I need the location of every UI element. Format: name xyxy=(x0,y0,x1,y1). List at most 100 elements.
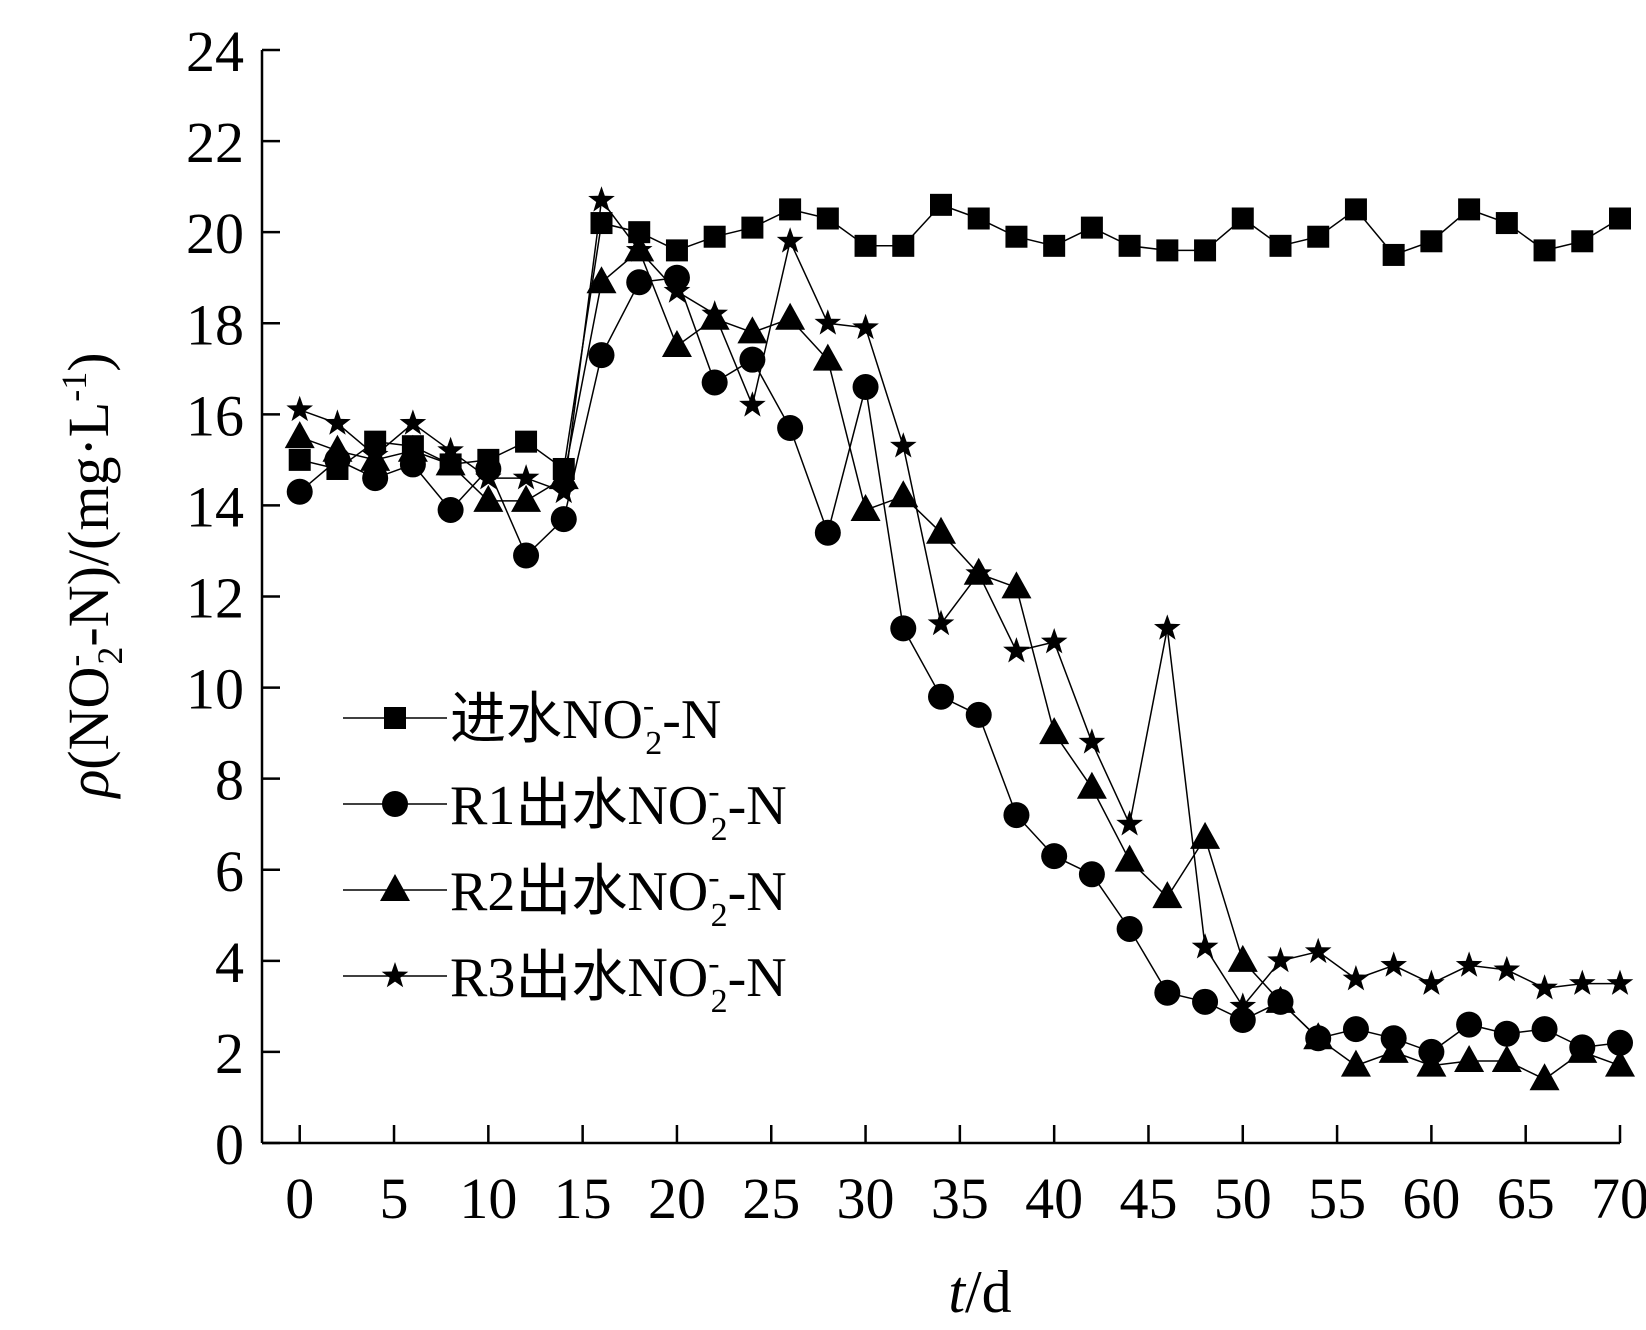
x-tick-label: 40 xyxy=(1025,1166,1083,1231)
data-point-star xyxy=(814,309,842,335)
legend-label-part: - xyxy=(708,859,719,896)
y-tick-label: 6 xyxy=(215,839,244,904)
legend-label-part: -N xyxy=(662,689,721,751)
data-point-triangle xyxy=(812,343,843,371)
data-point-triangle xyxy=(1039,717,1070,745)
data-point-triangle xyxy=(586,266,617,294)
data-point-triangle xyxy=(1567,1035,1598,1063)
data-point-star xyxy=(1078,728,1106,754)
data-point-square xyxy=(1307,225,1330,248)
data-point-star xyxy=(1342,965,1370,991)
data-point-square xyxy=(1458,198,1481,221)
data-point-triangle xyxy=(850,493,881,521)
data-point-star xyxy=(1191,933,1219,959)
data-point-triangle xyxy=(1076,771,1107,799)
data-point-triangle xyxy=(284,421,315,449)
y-tick-label: 2 xyxy=(215,1021,244,1086)
legend-label-part: -N xyxy=(728,947,787,1009)
data-point-circle xyxy=(852,374,879,401)
data-point-circle xyxy=(1607,1029,1633,1056)
data-point-square xyxy=(1533,239,1556,262)
data-point-square xyxy=(665,239,688,262)
x-axis-label: t/d xyxy=(948,1259,1011,1325)
series-line xyxy=(299,276,1621,1053)
data-point-circle xyxy=(928,683,954,710)
data-point-star xyxy=(1040,628,1068,654)
data-point-star xyxy=(512,464,540,490)
data-point-square xyxy=(1571,230,1594,253)
data-point-triangle xyxy=(1001,571,1032,599)
data-point-circle xyxy=(1116,915,1143,942)
legend-item: R1出水NO-2-N xyxy=(343,773,787,848)
data-point-star xyxy=(588,186,615,212)
data-point-star xyxy=(776,227,804,253)
x-tick-label: 15 xyxy=(554,1166,612,1231)
data-point-square xyxy=(1043,234,1066,257)
y-tick-label: 16 xyxy=(186,383,244,448)
data-point-star xyxy=(437,436,464,463)
data-point-triangle xyxy=(1303,1022,1334,1050)
data-point-star xyxy=(965,559,992,586)
legend-label-part: - xyxy=(643,687,654,724)
data-point-square xyxy=(1156,239,1179,262)
data-point-triangle xyxy=(397,434,428,462)
data-point-triangle xyxy=(888,480,919,508)
x-axis-label-variable: t xyxy=(948,1259,966,1325)
legend-label-part: R3出水NO xyxy=(450,947,708,1009)
legend-label-part: -N xyxy=(728,861,787,923)
y-tick-label: 4 xyxy=(215,930,244,995)
data-point-star xyxy=(890,432,917,458)
data-point-star xyxy=(927,609,955,636)
y-axis-label-part: ) xyxy=(56,352,121,371)
data-point-triangle xyxy=(926,516,956,544)
data-point-square xyxy=(741,216,764,239)
y-tick-label: 8 xyxy=(215,748,244,813)
data-point-circle xyxy=(588,342,615,369)
data-point-star xyxy=(663,277,691,303)
data-point-star xyxy=(1380,951,1407,977)
data-point-square xyxy=(779,198,802,221)
series-circle xyxy=(286,264,1633,1065)
data-point-square xyxy=(854,234,877,257)
x-tick-label: 65 xyxy=(1497,1166,1555,1231)
y-axis-label-superscript: - xyxy=(54,655,94,667)
data-point-triangle xyxy=(1190,821,1221,849)
data-point-star xyxy=(1418,969,1445,995)
legend-item: R2出水NO-2-N xyxy=(343,859,787,934)
data-point-triangle xyxy=(1340,1049,1371,1077)
data-point-square xyxy=(628,221,651,244)
legend-label-part: 2 xyxy=(645,725,662,762)
data-point-triangle xyxy=(1529,1063,1560,1091)
data-point-circle xyxy=(965,701,992,728)
y-tick-label: 22 xyxy=(186,110,244,175)
y-tick-label: 20 xyxy=(186,201,244,266)
data-point-triangle xyxy=(322,434,353,462)
data-point-circle xyxy=(739,346,766,373)
data-point-square xyxy=(892,234,915,257)
y-tick-label: 18 xyxy=(186,292,244,357)
data-point-square xyxy=(1495,212,1518,235)
y-axis-label: ρ(NO-2-N)/(mg·L-1) xyxy=(54,352,130,799)
series-triangle xyxy=(284,234,1635,1091)
x-tick-label: 0 xyxy=(285,1166,314,1231)
legend-label: R2出水NO-2-N xyxy=(450,859,787,934)
data-point-circle xyxy=(1041,843,1068,870)
x-tick-label: 20 xyxy=(648,1166,706,1231)
data-point-square xyxy=(967,207,990,230)
data-point-circle xyxy=(890,615,917,642)
data-point-circle xyxy=(1192,988,1219,1015)
data-point-circle xyxy=(437,496,464,523)
y-axis-label-superscript: -1 xyxy=(54,372,94,402)
data-point-star xyxy=(1569,969,1596,995)
data-point-triangle xyxy=(737,316,768,344)
data-point-circle xyxy=(1154,979,1181,1006)
data-point-triangle xyxy=(1227,944,1258,972)
data-point-triangle xyxy=(548,462,579,490)
data-point-circle xyxy=(777,414,804,441)
data-point-triangle xyxy=(1265,985,1296,1013)
data-point-square xyxy=(1118,234,1141,257)
data-point-circle xyxy=(814,519,841,546)
data-point-square xyxy=(1005,225,1028,248)
